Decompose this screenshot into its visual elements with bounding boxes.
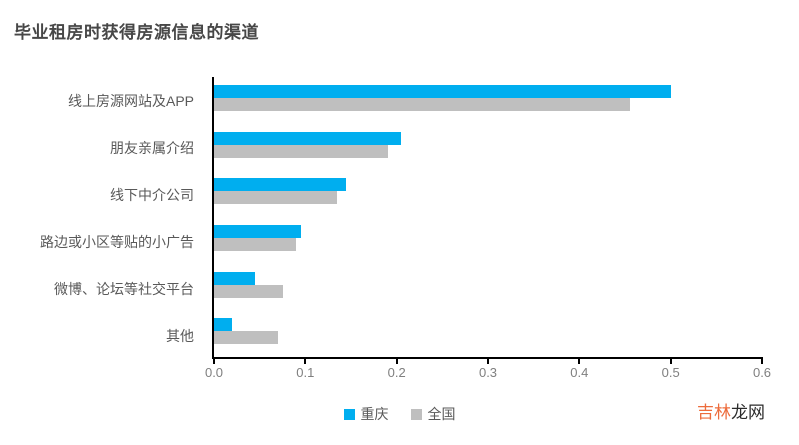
- x-axis-tick-labels: 0.0 0.1 0.2 0.3 0.4 0.5 0.6: [205, 365, 771, 383]
- plot-area: [212, 77, 762, 359]
- x-tick-label-1: 0.1: [296, 365, 315, 380]
- bar-series-1-category-5: [214, 331, 278, 345]
- bar-series-1-category-1: [214, 144, 388, 158]
- x-tick-label-4: 0.4: [570, 365, 589, 380]
- bar-series-0-category-4: [214, 271, 256, 285]
- legend-item-0: 重庆: [343, 404, 389, 424]
- x-tick-label-6: 0.6: [752, 365, 772, 380]
- legend-label-0: 重庆: [360, 406, 389, 422]
- x-axis-ticks: [213, 357, 763, 365]
- legend-label-1: 全国: [427, 406, 456, 422]
- legend: 重庆 全国: [0, 404, 799, 424]
- bar-group-4: [214, 264, 762, 311]
- x-tick-label-0: 0.0: [204, 365, 224, 380]
- bar-group-5: [214, 310, 762, 357]
- bar-series-0-category-1: [214, 131, 402, 145]
- bar-series-0-category-3: [214, 225, 301, 238]
- x-tick-3: [487, 357, 489, 364]
- x-tick-4: [578, 357, 581, 364]
- bar-group-0: [214, 77, 762, 124]
- category-label-3: 路边或小区等贴的小广告: [40, 233, 194, 250]
- category-label-1: 朋友亲属介绍: [110, 139, 194, 156]
- category-label-2: 线下中介公司: [110, 186, 194, 203]
- x-tick-2: [395, 357, 398, 364]
- bar-series-0-category-5: [214, 318, 233, 332]
- bar-series-1-category-2: [214, 191, 338, 205]
- category-axis: 线上房源网站及APP 朋友亲属介绍 线下中介公司路边或小区等贴的小广告微博、论坛等社…: [0, 77, 203, 359]
- x-tick-label-3: 0.3: [478, 365, 498, 380]
- category-label-0: 线上房源网站及APP: [67, 92, 194, 109]
- x-tick-label-2: 0.2: [387, 365, 406, 380]
- plot-rows: [214, 77, 762, 357]
- category-label-5: 其他: [166, 327, 194, 344]
- chart-title: 毕业租房时获得房源信息的渠道: [14, 23, 259, 42]
- watermark-part2: 龙网: [731, 403, 765, 422]
- watermark: 吉林龙网: [697, 398, 765, 423]
- x-tick-5: [669, 357, 672, 364]
- bar-group-1: [214, 124, 762, 171]
- legend-swatch-icon: [343, 408, 355, 420]
- bar-series-1-category-4: [214, 284, 283, 298]
- x-tick-6: [761, 357, 763, 364]
- category-label-4: 微博、论坛等社交平台: [54, 280, 194, 297]
- bar-series-0-category-0: [214, 85, 671, 98]
- x-tick-1: [304, 357, 307, 364]
- bar-series-0-category-2: [214, 178, 347, 192]
- bar-group-2: [214, 170, 762, 217]
- legend-item-1: 全国: [410, 404, 456, 424]
- x-tick-0: [213, 357, 215, 364]
- bar-series-1-category-3: [214, 238, 297, 251]
- x-tick-label-5: 0.5: [661, 365, 680, 380]
- legend-swatch-icon: [410, 408, 422, 420]
- bar-group-3: [214, 217, 762, 264]
- watermark-part1: 吉林: [697, 403, 731, 422]
- bar-series-1-category-0: [214, 98, 630, 111]
